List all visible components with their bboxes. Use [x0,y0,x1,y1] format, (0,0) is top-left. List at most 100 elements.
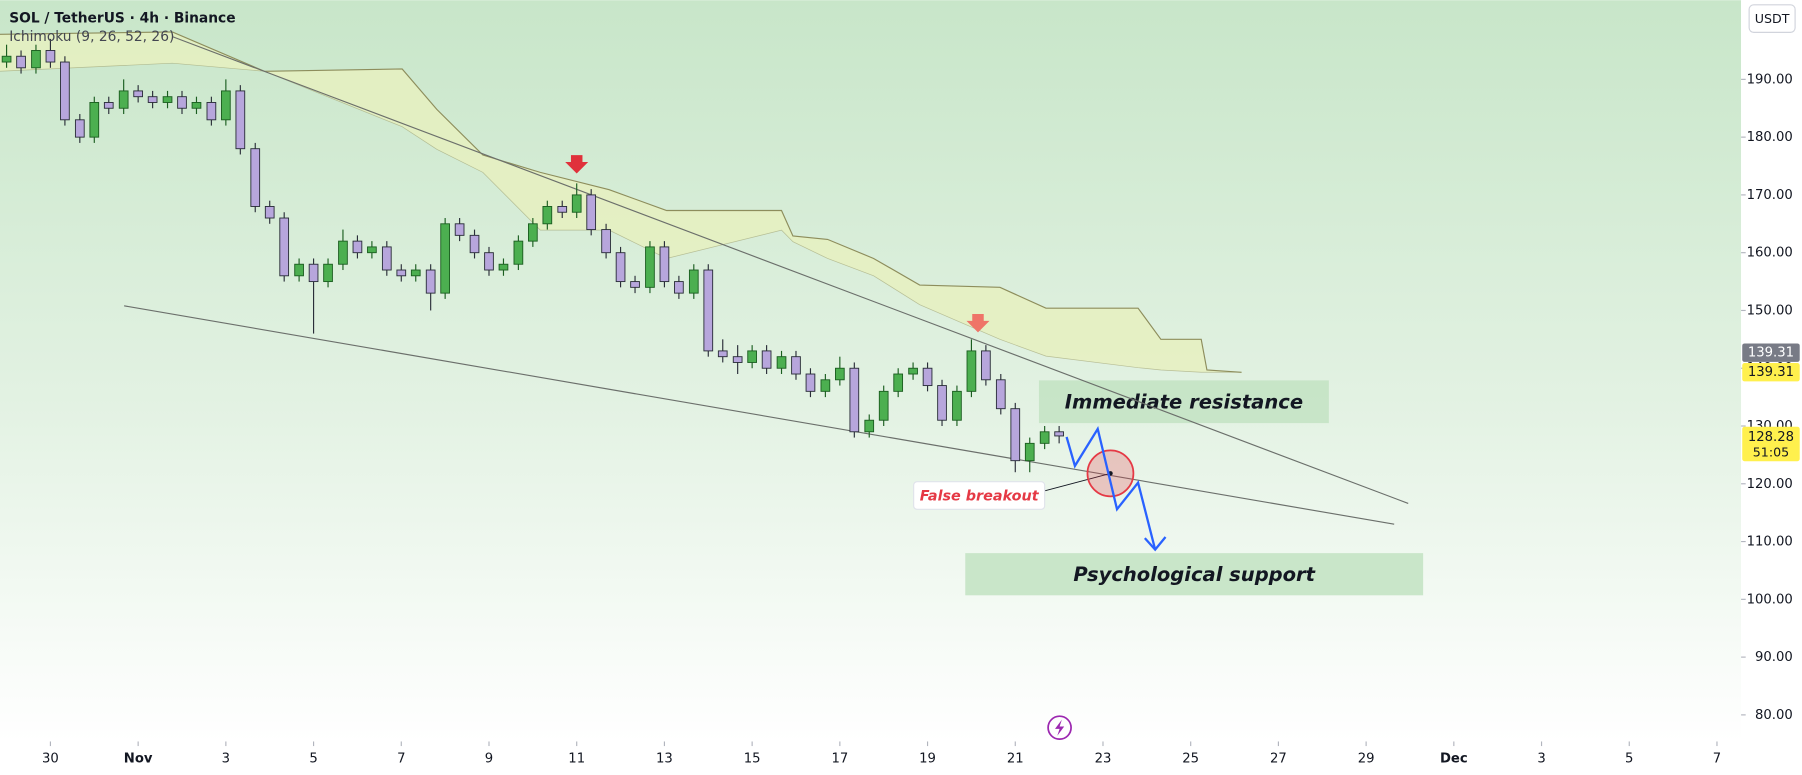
candle-body [177,96,187,109]
candle-body [732,356,743,363]
candle-body [60,61,70,121]
projection-arrowhead [1143,536,1167,552]
candle-body [791,356,801,375]
candle-body [352,240,363,254]
candle-body [469,234,480,254]
last-price-tag [1742,426,1800,462]
candle-body [454,223,465,236]
breakout-label-box [913,481,1046,510]
candle-body [440,223,450,294]
x-tick-label: 27 [1270,752,1287,767]
candle-body [688,269,699,294]
chart-title: SOL / TetherUS · 4h · Binance [9,11,235,27]
candle-body [952,390,962,421]
candle-body [1054,431,1064,437]
candle-body [615,252,626,283]
candle-body [703,269,714,352]
countdown-label: 51:05 [1753,445,1789,460]
candle-body [630,281,640,288]
zone [1038,380,1329,424]
price-tag-label: 139.31 [1748,365,1794,380]
candle-body [1010,408,1021,462]
candle-body [45,50,56,63]
y-tick-label: 170.00 [1747,188,1793,203]
candle-body [849,367,860,433]
candle-body [323,263,333,283]
y-tick-label: 190.00 [1747,72,1793,87]
candle-body [513,240,524,265]
time-axis [0,741,1742,775]
x-tick-label: 21 [1007,752,1024,767]
zone-label: Psychological support [1073,563,1315,586]
lightning-icon[interactable] [1047,715,1072,741]
candle-body [717,350,728,358]
candle-body [557,206,568,213]
y-tick-label: 110.00 [1747,535,1793,550]
candle-body [835,367,845,381]
candle-body [761,350,772,369]
candle-body [118,90,129,109]
x-tick-label: 7 [397,752,405,767]
candle-body [601,229,611,254]
x-tick-label: Nov [124,752,153,767]
projection-path [1065,425,1157,550]
y-tick-label: 80.00 [1755,708,1793,723]
currency-box[interactable] [1748,4,1796,33]
candle-body [235,90,246,150]
candle-body [89,102,100,138]
candle-body [659,246,670,283]
breakout-label: False breakout [920,489,1040,505]
x-tick-label: Dec [1440,752,1468,767]
down-arrow [966,314,990,333]
candle-body [264,206,275,219]
candle-body [878,390,889,421]
icon-bolt [1054,719,1065,736]
candle-body [747,350,757,363]
candle-body [162,96,173,103]
candle-body [674,281,684,294]
candle-body [937,385,947,421]
candle-body [206,102,217,121]
candle-body [1024,442,1035,462]
x-tick-label: 30 [42,752,59,767]
y-tick-label: 120.00 [1747,477,1793,492]
candle-body [893,373,904,392]
candle-body [484,252,494,271]
chart-layer: Immediate resistance Psychological suppor… [0,31,1424,596]
x-tick-label: 11 [568,752,585,767]
candle-body [542,206,553,225]
candle-body [571,194,582,213]
trendline [172,36,1409,504]
indicator-label: Ichimoku (9, 26, 52, 26) [9,29,174,45]
candle-body [250,148,261,207]
zone-label: Immediate resistance [1065,390,1303,413]
cloud-area [0,31,1242,373]
last-price-label: 128.28 [1748,430,1794,445]
candle-body [586,194,597,231]
candle-body [1039,431,1050,444]
candle-body [294,263,304,277]
candle-body [425,269,436,294]
x-tick-label: 7 [1713,752,1721,767]
candle-body [805,373,816,392]
candle-body [908,367,918,375]
candle-body [103,102,114,109]
candle-body [221,90,231,121]
candle-body [74,119,85,138]
candle-body [410,269,421,277]
candle-body [308,263,319,283]
y-tick-label: 160.00 [1747,246,1793,261]
cloud-upper [0,31,1242,373]
price-axis [1741,0,1802,775]
x-tick-label: 29 [1358,752,1375,767]
price-tag-label: 139.31 [1748,346,1794,361]
currency: USDT [1755,11,1790,26]
x-tick-label: 23 [1095,752,1112,767]
x-tick-label: 15 [744,752,761,767]
candle-body [776,356,787,369]
y-tick-label: 90.00 [1755,650,1793,665]
candle-body [981,350,991,381]
candle-body [147,96,158,103]
